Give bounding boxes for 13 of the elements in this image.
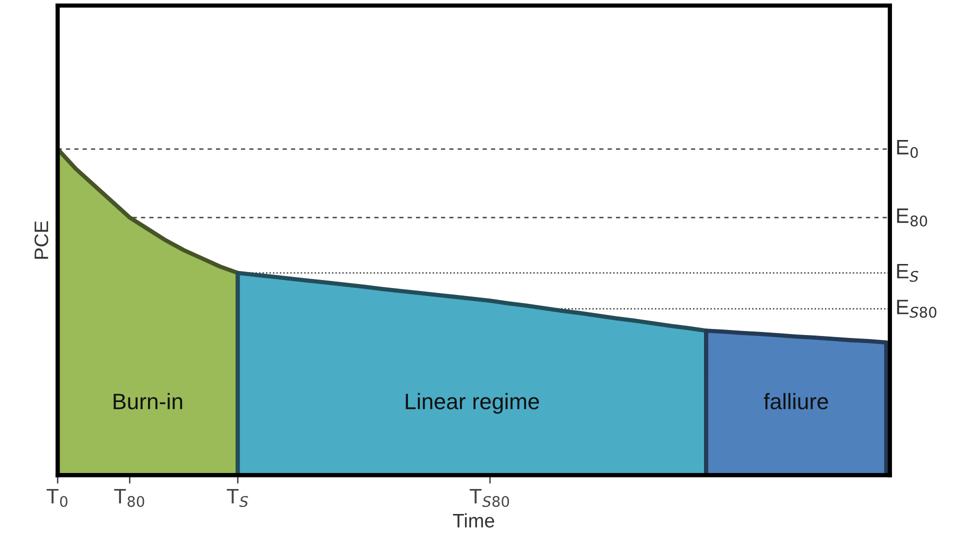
annotation: Burn-in bbox=[114, 393, 182, 410]
ref-line-label: E$_{0}$ bbox=[897, 140, 918, 158]
annotation: Linear regime bbox=[406, 393, 539, 414]
x-tick-label: T$_{0}$ bbox=[46, 489, 68, 507]
annotation: falliure bbox=[764, 393, 828, 410]
ref-line-label: E$_{80}$ bbox=[897, 208, 928, 226]
ref-line-label: E$_{S}$ bbox=[897, 264, 918, 282]
ref-line-label: E$_{S80}$ bbox=[897, 300, 936, 318]
x-tick-label: T$_{80}$ bbox=[114, 489, 144, 507]
x-tick-label: T$_{S}$ bbox=[226, 489, 248, 507]
y-axis-title: PCE bbox=[34, 221, 48, 259]
x-axis-title: Time bbox=[452, 513, 494, 528]
x-tick-label: T$_{S80}$ bbox=[470, 489, 510, 507]
